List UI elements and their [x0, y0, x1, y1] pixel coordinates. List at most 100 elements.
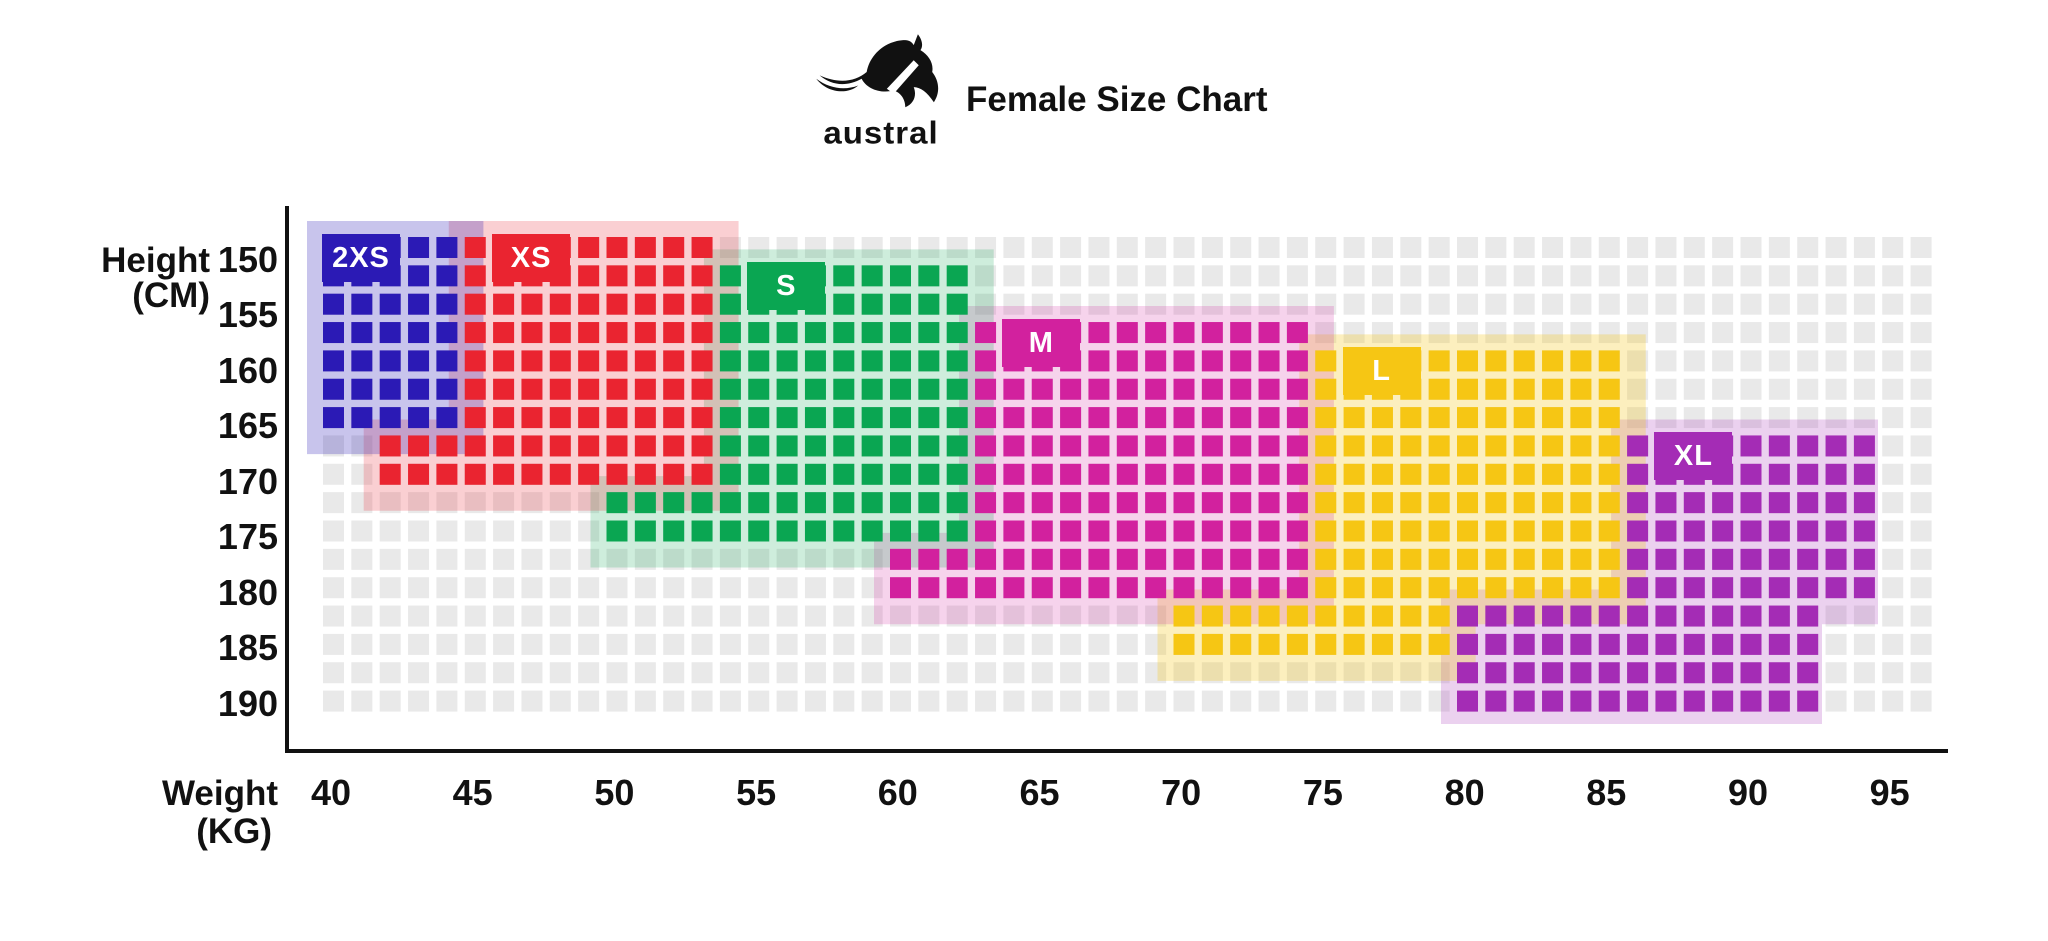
grid-cell — [918, 237, 940, 258]
grid-cell — [606, 633, 628, 655]
grid-cell — [918, 662, 940, 684]
grid-cell — [1882, 548, 1904, 570]
grid-cell — [1683, 350, 1705, 372]
grid-cell — [1088, 662, 1110, 684]
size-cell-m — [1230, 548, 1252, 570]
size-cell-s — [918, 265, 940, 287]
grid-cell — [1060, 662, 1082, 684]
grid-cell — [1627, 350, 1649, 372]
size-cell-s — [776, 492, 798, 514]
size-cell-xs — [691, 435, 713, 457]
grid-cell — [1513, 293, 1535, 315]
size-cell-m — [1201, 577, 1223, 599]
size-cell-l — [1173, 605, 1195, 627]
size-cell-l — [1485, 350, 1507, 372]
size-cell-l — [1570, 577, 1592, 599]
size-cell-m — [1088, 463, 1110, 485]
size-cell-m — [1060, 463, 1082, 485]
size-cell-xl — [1598, 690, 1620, 712]
size-cell-xl — [1457, 690, 1478, 712]
size-cell-l — [1457, 548, 1478, 570]
grid-cell — [1485, 322, 1507, 344]
grid-cell — [691, 605, 713, 627]
grid-cell — [1173, 265, 1195, 287]
x-tick-95: 95 — [1869, 772, 1910, 813]
size-cell-xs — [521, 293, 543, 315]
size-cell-xl — [1740, 662, 1762, 684]
size-cell-2xs — [436, 237, 458, 258]
size-cell-xs — [634, 237, 656, 258]
grid-cell — [1825, 322, 1847, 344]
y-tick-180: 180 — [217, 571, 278, 613]
size-badge-xs: XS — [492, 234, 571, 282]
size-cell-m — [1173, 322, 1195, 344]
size-cell-m — [1230, 463, 1252, 485]
grid-cell — [1343, 265, 1365, 287]
size-cell-m — [1003, 407, 1025, 429]
grid-cell — [521, 520, 543, 542]
grid-cell — [1853, 690, 1875, 712]
size-cell-l — [1371, 520, 1393, 542]
size-cell-s — [748, 350, 770, 372]
grid-cell — [975, 237, 997, 258]
size-cell-xs — [408, 463, 430, 485]
size-cell-s — [719, 350, 741, 372]
size-cell-2xs — [323, 350, 344, 372]
grid-cell — [351, 577, 373, 599]
size-cell-xs — [578, 350, 600, 372]
size-cell-xl — [1542, 605, 1564, 627]
grid-cell — [1116, 662, 1138, 684]
grid-cell — [1116, 605, 1138, 627]
size-cell-xl — [1485, 605, 1507, 627]
size-cell-m — [1258, 463, 1280, 485]
size-cell-m — [1145, 322, 1167, 344]
size-cell-m — [1003, 378, 1025, 400]
grid-cell — [946, 237, 968, 258]
grid-cell — [1655, 407, 1677, 429]
grid-cell — [379, 577, 401, 599]
grid-cell — [1230, 265, 1252, 287]
grid-cell — [1712, 350, 1734, 372]
size-cell-l — [1315, 407, 1337, 429]
size-badge-xl: XL — [1654, 432, 1733, 481]
grid-cell — [1542, 293, 1564, 315]
size-cell-s — [719, 322, 741, 344]
size-cell-2xs — [323, 293, 344, 315]
size-cell-xs — [606, 350, 628, 372]
size-cell-xl — [1627, 690, 1649, 712]
grid-cell — [691, 577, 713, 599]
grid-cell — [549, 492, 571, 514]
grid-cell — [804, 690, 826, 712]
grid-cell — [1201, 293, 1223, 315]
grid-cell — [1542, 265, 1564, 287]
grid-cell — [549, 577, 571, 599]
grid-cell — [493, 690, 515, 712]
grid-cell — [1145, 237, 1167, 258]
x-tick-90: 90 — [1727, 772, 1769, 813]
grid-cell — [1315, 690, 1337, 712]
grid-cell — [1400, 265, 1422, 287]
size-cell-xl — [1655, 690, 1677, 712]
grid-cell — [1740, 265, 1762, 287]
size-cell-m — [1173, 548, 1195, 570]
grid-cell — [634, 690, 656, 712]
grid-cell — [861, 548, 883, 570]
grid-cell — [436, 690, 458, 712]
size-cell-m — [1258, 520, 1280, 542]
grid-cell — [1485, 293, 1507, 315]
grid-cell — [975, 633, 997, 655]
size-cell-m — [1060, 378, 1082, 400]
grid-cell — [1910, 492, 1932, 514]
size-cell-m — [1258, 548, 1280, 570]
size-cell-l — [1201, 633, 1223, 655]
size-cell-m — [1145, 548, 1167, 570]
size-cell-s — [946, 350, 968, 372]
x-axis-title-line1: Weight — [161, 774, 278, 813]
size-cell-s — [719, 492, 741, 514]
size-cell-m — [1116, 520, 1138, 542]
size-cell-xs — [663, 378, 685, 400]
grid-cell — [1882, 322, 1904, 344]
grid-cell — [1343, 662, 1365, 684]
size-cell-s — [663, 492, 685, 514]
